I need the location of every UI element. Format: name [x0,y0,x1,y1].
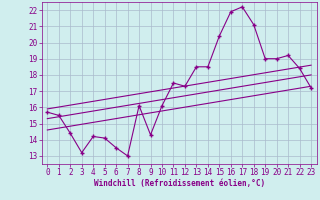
X-axis label: Windchill (Refroidissement éolien,°C): Windchill (Refroidissement éolien,°C) [94,179,265,188]
